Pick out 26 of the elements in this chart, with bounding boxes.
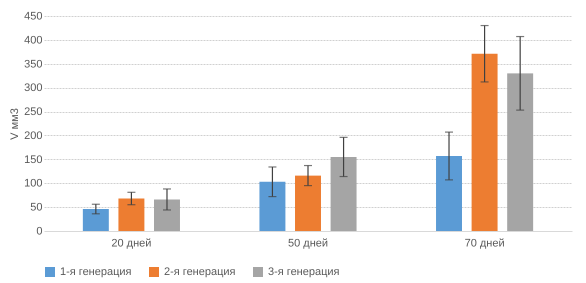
x-tick-label: 50 дней <box>288 238 328 250</box>
bar <box>330 156 357 231</box>
bar <box>436 156 462 231</box>
legend-label: 2-я генерация <box>164 266 236 278</box>
bar <box>472 54 498 231</box>
x-tick-label: 20 дней <box>111 238 152 250</box>
y-tick-label: 0 <box>36 226 42 238</box>
y-tick-label: 400 <box>24 34 42 46</box>
bar <box>295 176 321 231</box>
y-axis-title: V мм3 <box>9 108 22 140</box>
y-tick-label: 200 <box>24 130 42 142</box>
bar <box>118 198 144 231</box>
legend-label: 1-я генерация <box>60 266 132 278</box>
y-tick-label: 300 <box>24 82 42 94</box>
y-tick-label: 50 <box>30 202 42 214</box>
bar <box>82 209 109 231</box>
y-tick-label: 250 <box>24 106 42 118</box>
bar <box>154 199 180 231</box>
y-tick-label: 150 <box>24 154 42 166</box>
y-tick-label: 350 <box>24 58 42 70</box>
legend-label: 3-я генерация <box>268 266 340 278</box>
y-tick-label: 100 <box>24 178 42 190</box>
bar <box>507 73 534 231</box>
bar <box>259 182 286 231</box>
x-tick-label: 70 дней <box>464 238 505 250</box>
y-tick-label: 450 <box>24 10 42 22</box>
